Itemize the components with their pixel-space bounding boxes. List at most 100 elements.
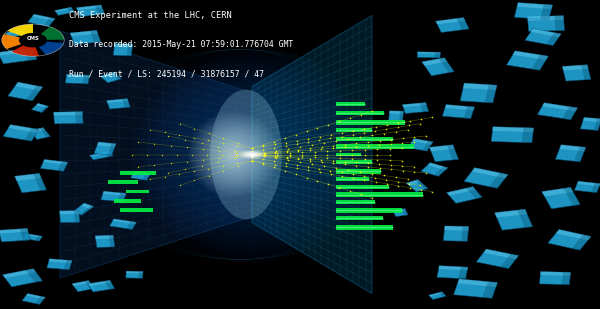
Ellipse shape xyxy=(248,153,256,156)
Bar xyxy=(126,190,149,193)
Bar xyxy=(434,167,448,176)
Bar xyxy=(8,82,43,101)
Bar xyxy=(64,260,72,270)
Bar xyxy=(23,234,43,241)
Bar xyxy=(494,209,533,230)
Bar xyxy=(26,86,43,101)
Bar xyxy=(133,171,151,176)
Bar xyxy=(336,160,372,164)
Bar xyxy=(336,177,369,181)
Bar xyxy=(44,18,55,27)
Bar xyxy=(430,145,455,151)
Bar xyxy=(583,117,600,122)
Bar xyxy=(336,169,381,174)
Polygon shape xyxy=(252,15,372,294)
Ellipse shape xyxy=(228,149,240,160)
Bar xyxy=(442,104,475,119)
Ellipse shape xyxy=(243,151,261,158)
Bar xyxy=(90,30,101,43)
Bar xyxy=(0,228,28,234)
Bar xyxy=(72,281,90,286)
Bar xyxy=(493,127,533,132)
Bar xyxy=(120,208,153,212)
Bar xyxy=(591,183,600,193)
Ellipse shape xyxy=(199,107,305,202)
Bar xyxy=(482,281,497,298)
Bar xyxy=(336,153,361,156)
Bar xyxy=(447,145,458,160)
Bar xyxy=(336,225,393,230)
Bar xyxy=(113,219,136,224)
Bar xyxy=(95,5,105,15)
Bar xyxy=(439,58,454,73)
Bar xyxy=(26,294,46,299)
Bar xyxy=(403,103,428,113)
Bar xyxy=(336,137,393,141)
Bar xyxy=(103,191,126,196)
Bar xyxy=(97,142,116,147)
Ellipse shape xyxy=(211,133,257,176)
Ellipse shape xyxy=(161,72,343,237)
Bar xyxy=(336,192,423,197)
Bar xyxy=(517,2,553,9)
Bar xyxy=(581,65,591,80)
Bar xyxy=(542,103,577,111)
Ellipse shape xyxy=(203,126,265,183)
Bar xyxy=(430,145,458,162)
Bar xyxy=(428,292,443,296)
Bar xyxy=(542,187,573,197)
Bar xyxy=(33,173,47,191)
Ellipse shape xyxy=(215,137,253,172)
Bar xyxy=(22,294,46,304)
Bar xyxy=(90,151,113,160)
Ellipse shape xyxy=(238,150,266,159)
Bar xyxy=(336,200,375,205)
Bar xyxy=(47,259,72,270)
Ellipse shape xyxy=(241,151,263,158)
Bar xyxy=(556,145,586,162)
Ellipse shape xyxy=(210,90,282,219)
Bar xyxy=(461,226,469,241)
Ellipse shape xyxy=(244,152,260,157)
Bar xyxy=(31,103,49,112)
Bar xyxy=(14,173,41,181)
Bar xyxy=(110,72,121,80)
Ellipse shape xyxy=(250,154,254,155)
Text: CMS: CMS xyxy=(26,36,40,41)
Bar xyxy=(491,127,533,143)
Bar xyxy=(572,235,591,250)
Bar xyxy=(76,5,105,17)
Bar xyxy=(107,99,130,109)
Ellipse shape xyxy=(238,142,266,167)
Bar xyxy=(457,18,469,30)
Ellipse shape xyxy=(221,143,247,166)
Bar xyxy=(118,193,126,202)
Ellipse shape xyxy=(223,129,281,180)
Bar xyxy=(412,138,433,144)
Bar xyxy=(81,203,94,209)
Bar xyxy=(114,199,141,203)
Bar xyxy=(422,58,454,76)
Bar xyxy=(527,16,564,21)
Bar xyxy=(446,187,482,203)
Bar xyxy=(88,280,111,286)
Bar xyxy=(126,271,143,278)
Bar xyxy=(40,105,49,112)
Bar xyxy=(532,55,548,70)
Bar xyxy=(392,209,406,212)
Bar xyxy=(527,16,565,31)
Polygon shape xyxy=(60,31,252,278)
Bar xyxy=(120,171,156,175)
Ellipse shape xyxy=(242,151,262,158)
Bar xyxy=(36,103,49,108)
Bar xyxy=(115,44,133,48)
Bar xyxy=(53,112,83,124)
Bar xyxy=(593,119,600,130)
Text: CMS Experiment at the LHC, CERN: CMS Experiment at the LHC, CERN xyxy=(69,11,232,20)
Ellipse shape xyxy=(206,129,262,180)
Bar xyxy=(43,159,68,165)
Bar xyxy=(17,29,26,35)
Ellipse shape xyxy=(142,55,362,254)
Bar xyxy=(489,173,508,188)
Bar xyxy=(3,125,39,141)
